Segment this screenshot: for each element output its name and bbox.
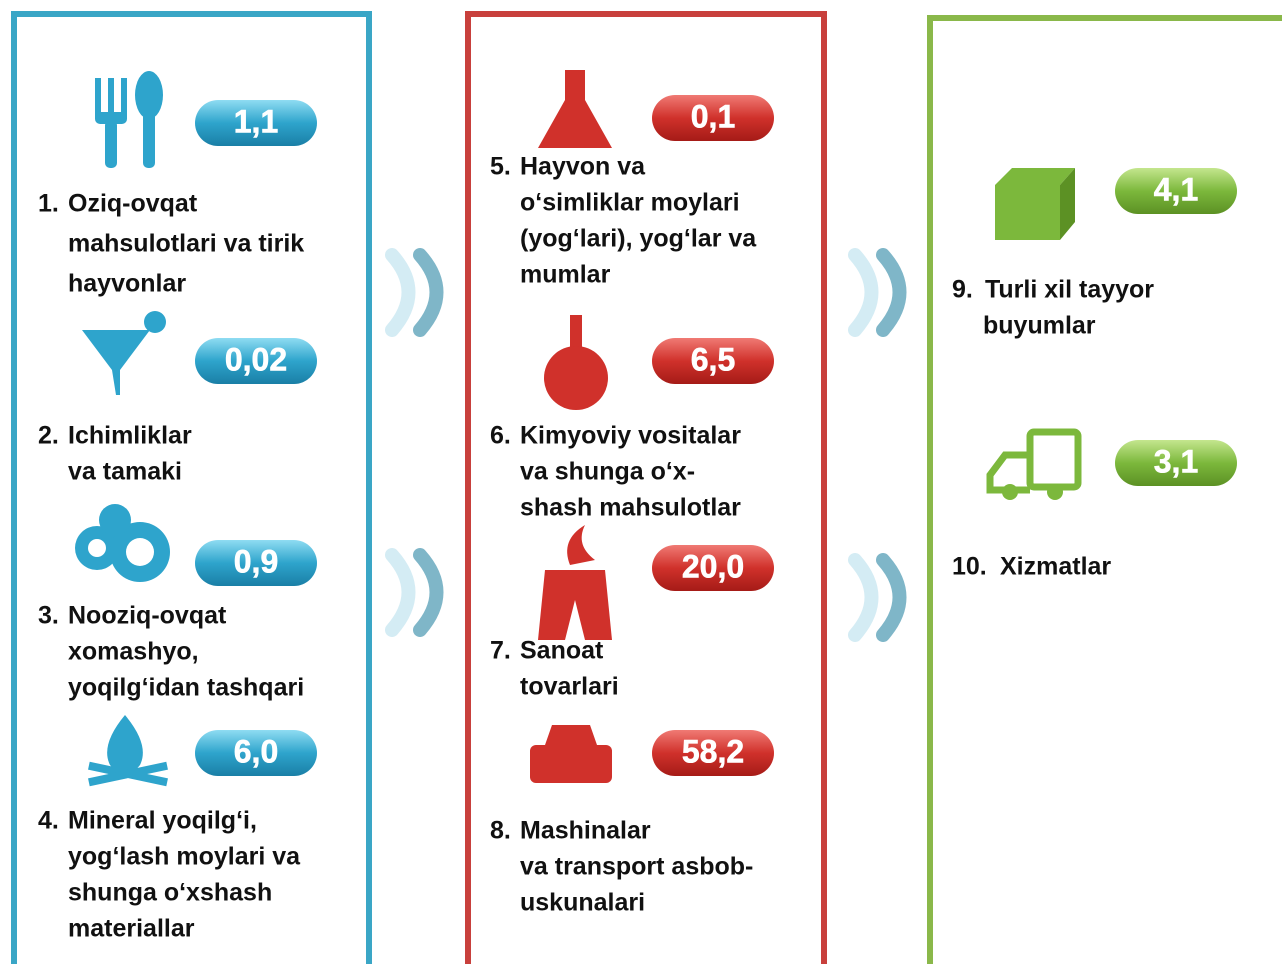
- item-label: mahsulotlari va tirik: [68, 230, 304, 258]
- item-label: Mineral yoqilg‘i,: [68, 807, 257, 835]
- item-label: materiallar: [68, 915, 195, 943]
- value: 4,1: [1154, 171, 1198, 207]
- item-label: (yog‘lari), yog‘lar va: [520, 225, 757, 253]
- item-label: Ichimliklar: [68, 422, 192, 450]
- item-label: yog‘lash moylari va: [68, 843, 301, 871]
- value-badge: [195, 100, 317, 146]
- item-label: xomashyo,: [68, 638, 199, 666]
- item-label: shunga o‘xshash: [68, 879, 272, 907]
- value: 3,1: [1154, 443, 1198, 479]
- item-label: Nooziq-ovqat: [68, 602, 227, 630]
- value: 6,5: [691, 341, 735, 377]
- value-badge: [1115, 440, 1237, 486]
- item-number: 9.: [952, 276, 973, 304]
- item-number: 10.: [952, 553, 987, 581]
- value-badge: [652, 545, 774, 591]
- value: 0,02: [225, 341, 287, 377]
- item-label: shash mahsulotlar: [520, 494, 741, 522]
- value-badge: [652, 730, 774, 776]
- item-label: buyumlar: [983, 312, 1096, 340]
- item-label: va tamaki: [68, 458, 182, 486]
- item-label: tovarlari: [520, 673, 619, 701]
- panel: [11, 11, 372, 964]
- panel: [465, 11, 827, 964]
- value: 6,0: [234, 733, 278, 769]
- value: 58,2: [682, 733, 744, 769]
- item-label: Kimyoviy vositalar: [520, 422, 741, 450]
- item-label: mumlar: [520, 261, 611, 289]
- value-badge: [195, 540, 317, 586]
- item-label: Sanoat: [520, 637, 604, 665]
- item-number: 2.: [38, 422, 59, 450]
- value: 0,1: [691, 98, 735, 134]
- item-label: yoqilg‘idan tashqari: [68, 674, 304, 702]
- chevrons: [385, 248, 907, 642]
- value-badge: [195, 730, 317, 776]
- item-label: Oziq-ovqat: [68, 190, 198, 218]
- value-badge: [195, 338, 317, 384]
- item-label: o‘simliklar moylari: [520, 189, 740, 217]
- item-number: 1.: [38, 190, 59, 218]
- value: 20,0: [682, 548, 744, 584]
- item-label: va transport asbob-: [520, 853, 753, 881]
- item-number: 5.: [490, 153, 511, 181]
- item-number: 6.: [490, 422, 511, 450]
- item-label: va shunga o‘x-: [520, 458, 695, 486]
- item-number: 7.: [490, 637, 511, 665]
- item-label: Mashinalar: [520, 817, 651, 845]
- item-label: uskunalari: [520, 889, 645, 917]
- icons: [75, 70, 1082, 787]
- value-badge: [1115, 168, 1237, 214]
- item-label: Xizmatlar: [1000, 553, 1111, 581]
- value-badge: [652, 95, 774, 141]
- item-label: Hayvon va: [520, 153, 646, 181]
- item-label: Turli xil tayyor: [985, 276, 1154, 304]
- panel: [927, 15, 1282, 964]
- value: 0,9: [234, 543, 278, 579]
- item-number: 8.: [490, 817, 511, 845]
- item-number: 3.: [38, 602, 59, 630]
- item-label: hayvonlar: [68, 270, 186, 298]
- value: 1,1: [234, 103, 278, 139]
- item-number: 4.: [38, 807, 59, 835]
- value-badge: [652, 338, 774, 384]
